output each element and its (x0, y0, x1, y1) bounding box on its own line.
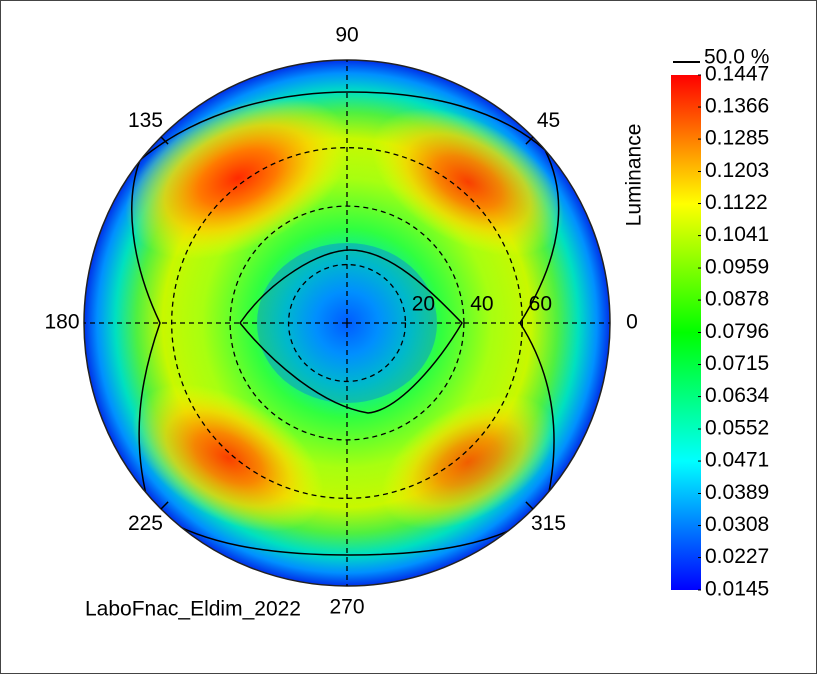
colorbar-label: Luminance (623, 124, 646, 227)
radius-tick-label: 20 (412, 293, 435, 316)
colorbar-tick-label: 0.0634 (705, 384, 770, 407)
radius-tick-label: 60 (529, 293, 552, 316)
radius-grid (229, 205, 465, 441)
colorbar-tick-label: 0.0308 (705, 513, 769, 536)
colorbar-tick-label: 0.0227 (705, 545, 769, 568)
colorbar-tick-label: 0.1285 (705, 127, 769, 150)
colorbar-tick-label: 0.0145 (705, 578, 769, 601)
angle-tick (525, 501, 534, 510)
colorbar-tick-label: 0.0715 (705, 352, 769, 375)
contour-label: 50.0 % (704, 46, 769, 69)
polar-axes: 20 40 60 0 45 90 135 180 225 270 315 (44, 24, 637, 619)
colorbar-tick-label: 0.0796 (705, 320, 769, 343)
colorbar-tick-label: 0.1041 (705, 223, 769, 246)
angle-tick-label: 90 (335, 24, 358, 47)
colorbar-tick-label: 0.1203 (705, 159, 769, 182)
colorbar-tick-label: 0.0552 (705, 417, 769, 440)
radius-tick-label: 40 (470, 293, 493, 316)
angle-tick-label: 225 (128, 512, 163, 535)
angle-tick-label: 270 (329, 596, 364, 619)
angle-tick-label: 45 (537, 109, 560, 132)
angle-tick-label: 0 (626, 311, 638, 334)
angle-tick-label: 135 (128, 109, 163, 132)
colorbar-tick-label: 0.1366 (705, 95, 769, 118)
colorbar-tick-label: 0.1447 (705, 63, 769, 86)
colorbar-tick-label: 0.0471 (705, 449, 769, 472)
colorbar-tick-label: 0.1122 (705, 191, 768, 214)
colorbar-tick-label: 0.0878 (705, 288, 769, 311)
footer: LaboFnac_Eldim_2022 (85, 598, 301, 621)
angle-tick (160, 501, 169, 510)
colorbar-tick-label: 0.0959 (705, 256, 769, 279)
colorbar (671, 75, 701, 590)
angle-tick (160, 136, 169, 145)
angle-tick (525, 136, 534, 145)
angle-tick-label: 315 (531, 512, 566, 535)
colorbar-tick-label: 0.0389 (705, 481, 769, 504)
angle-tick-label: 180 (44, 311, 79, 334)
